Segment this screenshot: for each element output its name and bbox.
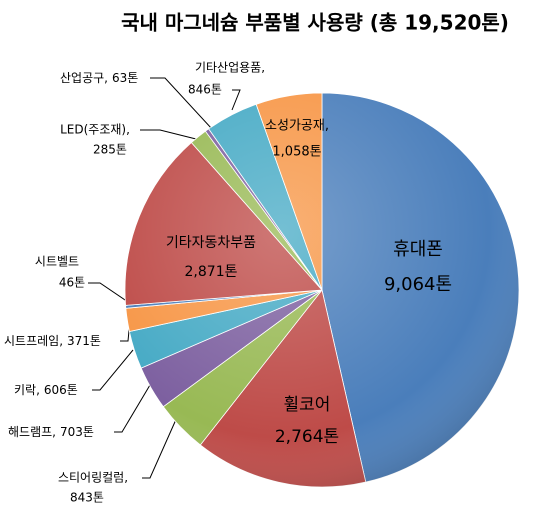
slice-label: 시트프레임, 371톤 — [4, 334, 101, 348]
category-label: 키락, — [14, 383, 40, 397]
category-label: 휴대폰 — [393, 239, 443, 260]
slice-label: 키락, 606톤 — [14, 383, 78, 397]
value-label: 2,764톤 — [275, 427, 339, 447]
slice-label: 산업공구, 63톤 — [60, 71, 138, 85]
value-label: 9,064톤 — [384, 274, 452, 295]
leader-line — [92, 349, 134, 391]
category-label: 해드램프, — [8, 425, 56, 439]
slice-label: 해드램프, 703톤 — [8, 425, 94, 439]
value-label: 1,058톤 — [272, 145, 321, 160]
value-label: 846톤 — [188, 83, 222, 97]
chart-title: 국내 마그네슘 부품별 사용량 (총 19,520톤) — [121, 11, 509, 35]
category-label: 산업공구, — [60, 71, 108, 85]
value-label: 63톤 — [112, 71, 138, 85]
category-label: 시트프레임, — [4, 334, 63, 348]
category-label: 스티어링컬럼, — [58, 471, 128, 485]
value-label: 703톤 — [60, 425, 94, 439]
value-label: 285톤 — [93, 143, 127, 157]
leader-line — [231, 89, 241, 111]
category-label: LED(주조재), — [60, 123, 130, 137]
value-label: 46톤 — [59, 276, 85, 290]
category-label: 휠코어 — [284, 395, 331, 415]
category-label: 소성가공재, — [265, 119, 329, 134]
value-label: 2,871톤 — [185, 264, 238, 280]
value-label: 843톤 — [70, 491, 104, 505]
leader-line — [114, 384, 151, 433]
category-label: 기타산업용품, — [195, 61, 265, 75]
category-label: 시트벨트 — [35, 255, 79, 269]
leader-line — [88, 282, 129, 303]
value-label: 371톤 — [67, 334, 101, 348]
leader-line — [142, 414, 179, 479]
value-label: 606톤 — [44, 383, 78, 397]
leader-line — [140, 129, 201, 141]
category-label: 기타자동차부품 — [166, 235, 256, 251]
